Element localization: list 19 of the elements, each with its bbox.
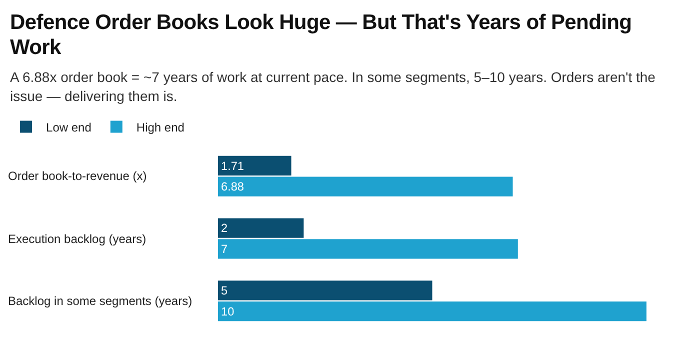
legend-label: High end (136, 120, 184, 134)
bar (218, 156, 292, 176)
y-tick-label: Backlog in some segments (years) (8, 294, 192, 308)
data-label: 1.71 (221, 158, 244, 173)
bar (218, 301, 646, 322)
bar (218, 280, 432, 300)
chart-title: Defence Order Books Look Huge — But That's Years of Pending Work (10, 10, 633, 60)
bar (218, 218, 304, 238)
bar (218, 239, 518, 259)
y-tick-label: Execution backlog (years) (8, 232, 146, 246)
chart-subtitle: A 6.88x order book = ~7 years of work at current pace. In some segments, 5–10 years. Orders aren't the issue — delivering them is. (10, 68, 656, 106)
data-label: 6.88 (221, 180, 244, 194)
legend-label: Low end (46, 120, 92, 134)
data-label: 10 (221, 304, 235, 318)
data-label: 2 (221, 221, 228, 236)
data-label: 5 (221, 283, 228, 298)
bar (218, 176, 513, 196)
y-tick-label: Order book-to-revenue (x) (8, 169, 147, 183)
data-label: 7 (221, 242, 228, 256)
